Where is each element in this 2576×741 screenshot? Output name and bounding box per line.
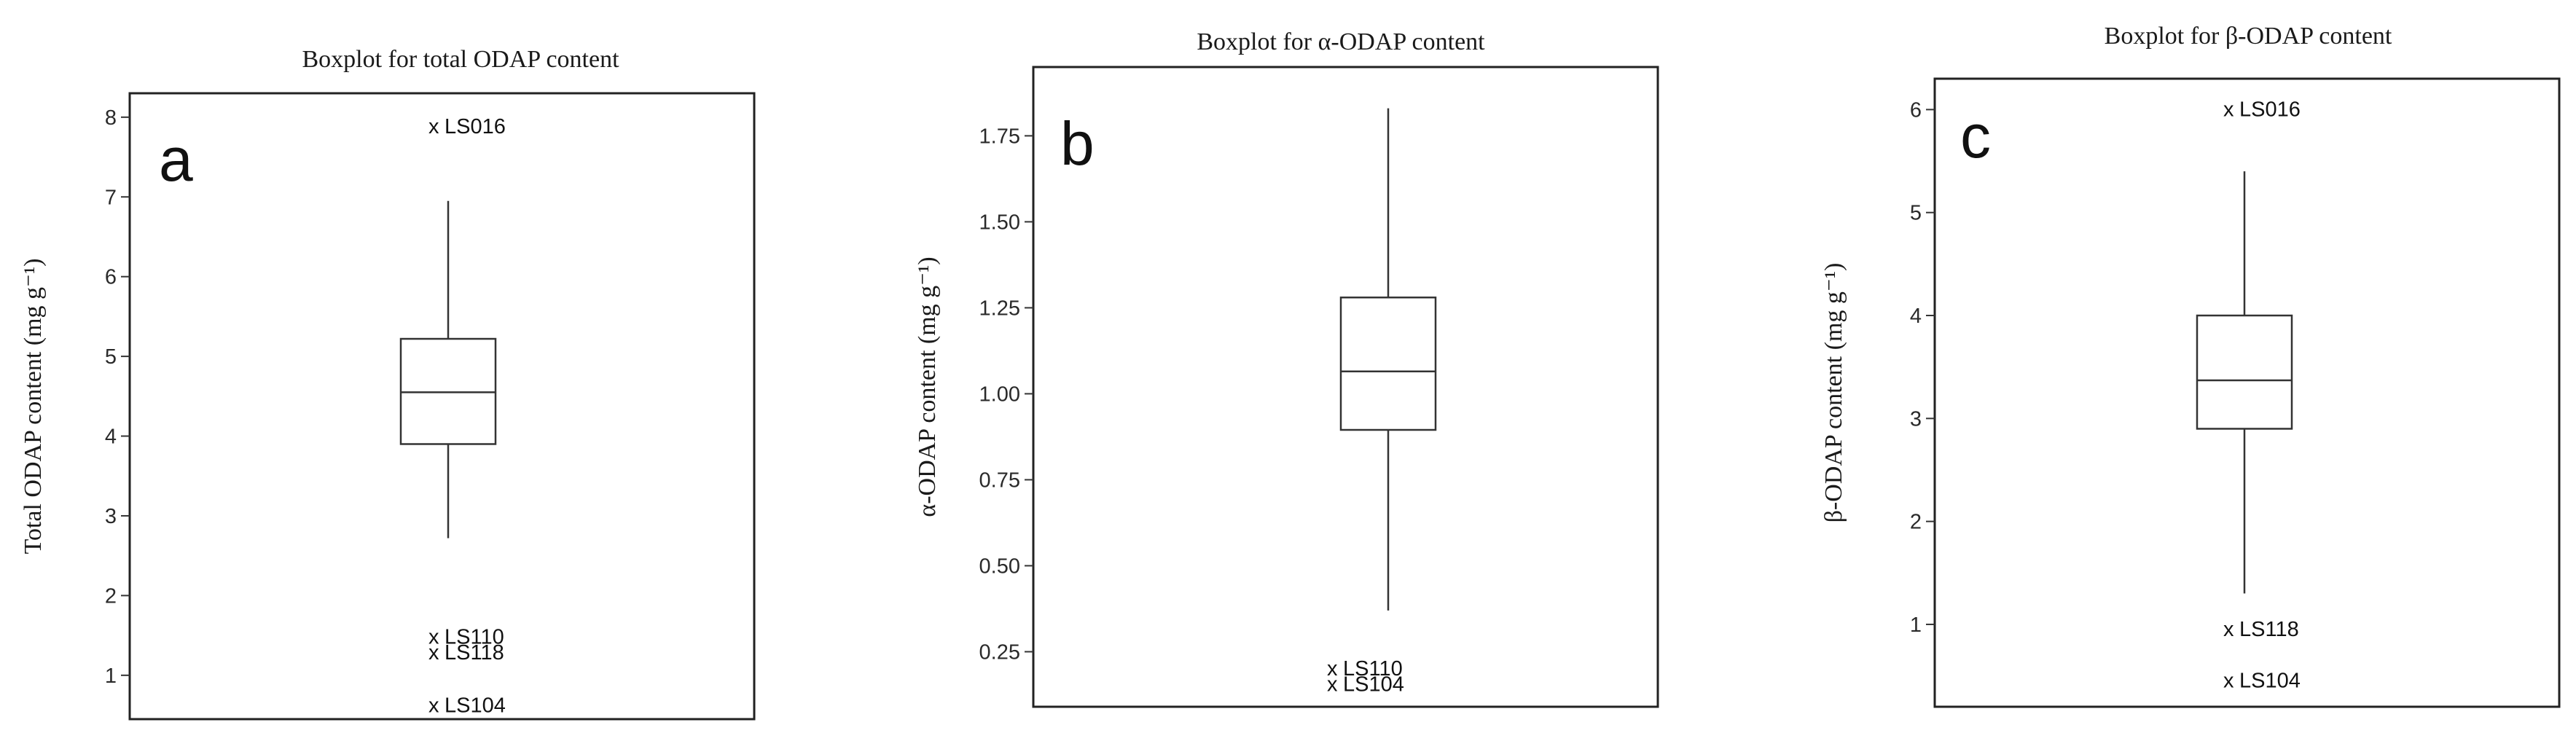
outlier-marker: x — [428, 625, 439, 648]
y-axis-label: β-ODAP content (mg g⁻¹) — [1820, 263, 1847, 523]
y-tick-label: 2 — [105, 584, 117, 608]
chart-title: Boxplot for total ODAP content — [302, 46, 619, 73]
outlier-marker: x — [2223, 670, 2234, 693]
plot-frame — [128, 92, 756, 721]
chart-title: Boxplot for β-ODAP content — [2105, 23, 2392, 50]
y-tick-label: 1.75 — [979, 125, 1020, 148]
y-tick-label: 3 — [105, 505, 117, 528]
y-axis-label: Total ODAP content (mg g⁻¹) — [20, 259, 47, 554]
outlier-label: LS104 — [2239, 670, 2301, 693]
y-tick-label: 2 — [1910, 511, 1922, 534]
iqr-box — [1339, 297, 1437, 431]
y-tick-label: 5 — [1910, 202, 1922, 225]
outlier-marker: x — [2223, 618, 2234, 641]
y-tick-label: 0.75 — [979, 468, 1020, 492]
outlier-marker: x — [1327, 673, 1338, 696]
boxplot-panel-a: Boxplot for total ODAP content Total ODAP… — [20, 46, 756, 721]
outlier-marker: x — [428, 694, 439, 717]
y-tick-label: 1 — [1910, 613, 1922, 637]
outlier-label: LS118 — [445, 641, 504, 664]
chart-title: Boxplot for α-ODAP content — [1197, 28, 1485, 55]
y-axis-label: α-ODAP content (mg g⁻¹) — [914, 256, 941, 517]
iqr-box — [2196, 314, 2293, 430]
outlier-marker: x — [1327, 657, 1338, 681]
outlier-label: LS110 — [1343, 657, 1403, 681]
outlier-label: LS104 — [1343, 673, 1404, 696]
outlier-label: LS016 — [445, 115, 506, 138]
y-tick-label: 6 — [105, 266, 117, 289]
outlier-marker: x — [428, 641, 439, 664]
outlier-marker: x — [2223, 98, 2234, 121]
outlier-marker: x — [428, 115, 439, 138]
y-tick-label: 8 — [105, 106, 117, 130]
outlier-label: LS118 — [2239, 618, 2299, 641]
y-tick-label: 1.25 — [979, 297, 1020, 320]
plot-frame — [1933, 77, 2561, 708]
y-tick-label: 0.25 — [979, 640, 1020, 664]
plot-frame — [1032, 66, 1659, 708]
boxplot-panel-b: Boxplot for α-ODAP content α-ODAP content… — [914, 28, 1659, 708]
panel-letter: c — [1960, 102, 1991, 170]
y-tick-label: 6 — [1910, 98, 1922, 122]
y-tick-label: 1.00 — [979, 383, 1020, 406]
outlier-label: LS110 — [445, 625, 504, 648]
y-tick-label: 1 — [105, 664, 117, 688]
y-tick-label: 7 — [105, 186, 117, 209]
y-tick-label: 0.50 — [979, 554, 1020, 578]
y-tick-label: 4 — [1910, 305, 1922, 328]
y-tick-label: 1.50 — [979, 211, 1020, 234]
panel-letter: b — [1060, 109, 1095, 178]
y-tick-label: 5 — [105, 345, 117, 369]
y-tick-label: 3 — [1910, 407, 1922, 431]
y-tick-label: 4 — [105, 426, 117, 449]
boxplot-panel-c: Boxplot for β-ODAP content β-ODAP content… — [1820, 23, 2561, 708]
outlier-label: LS104 — [445, 694, 506, 717]
panel-letter: a — [159, 125, 193, 194]
outlier-label: LS016 — [2239, 98, 2301, 121]
